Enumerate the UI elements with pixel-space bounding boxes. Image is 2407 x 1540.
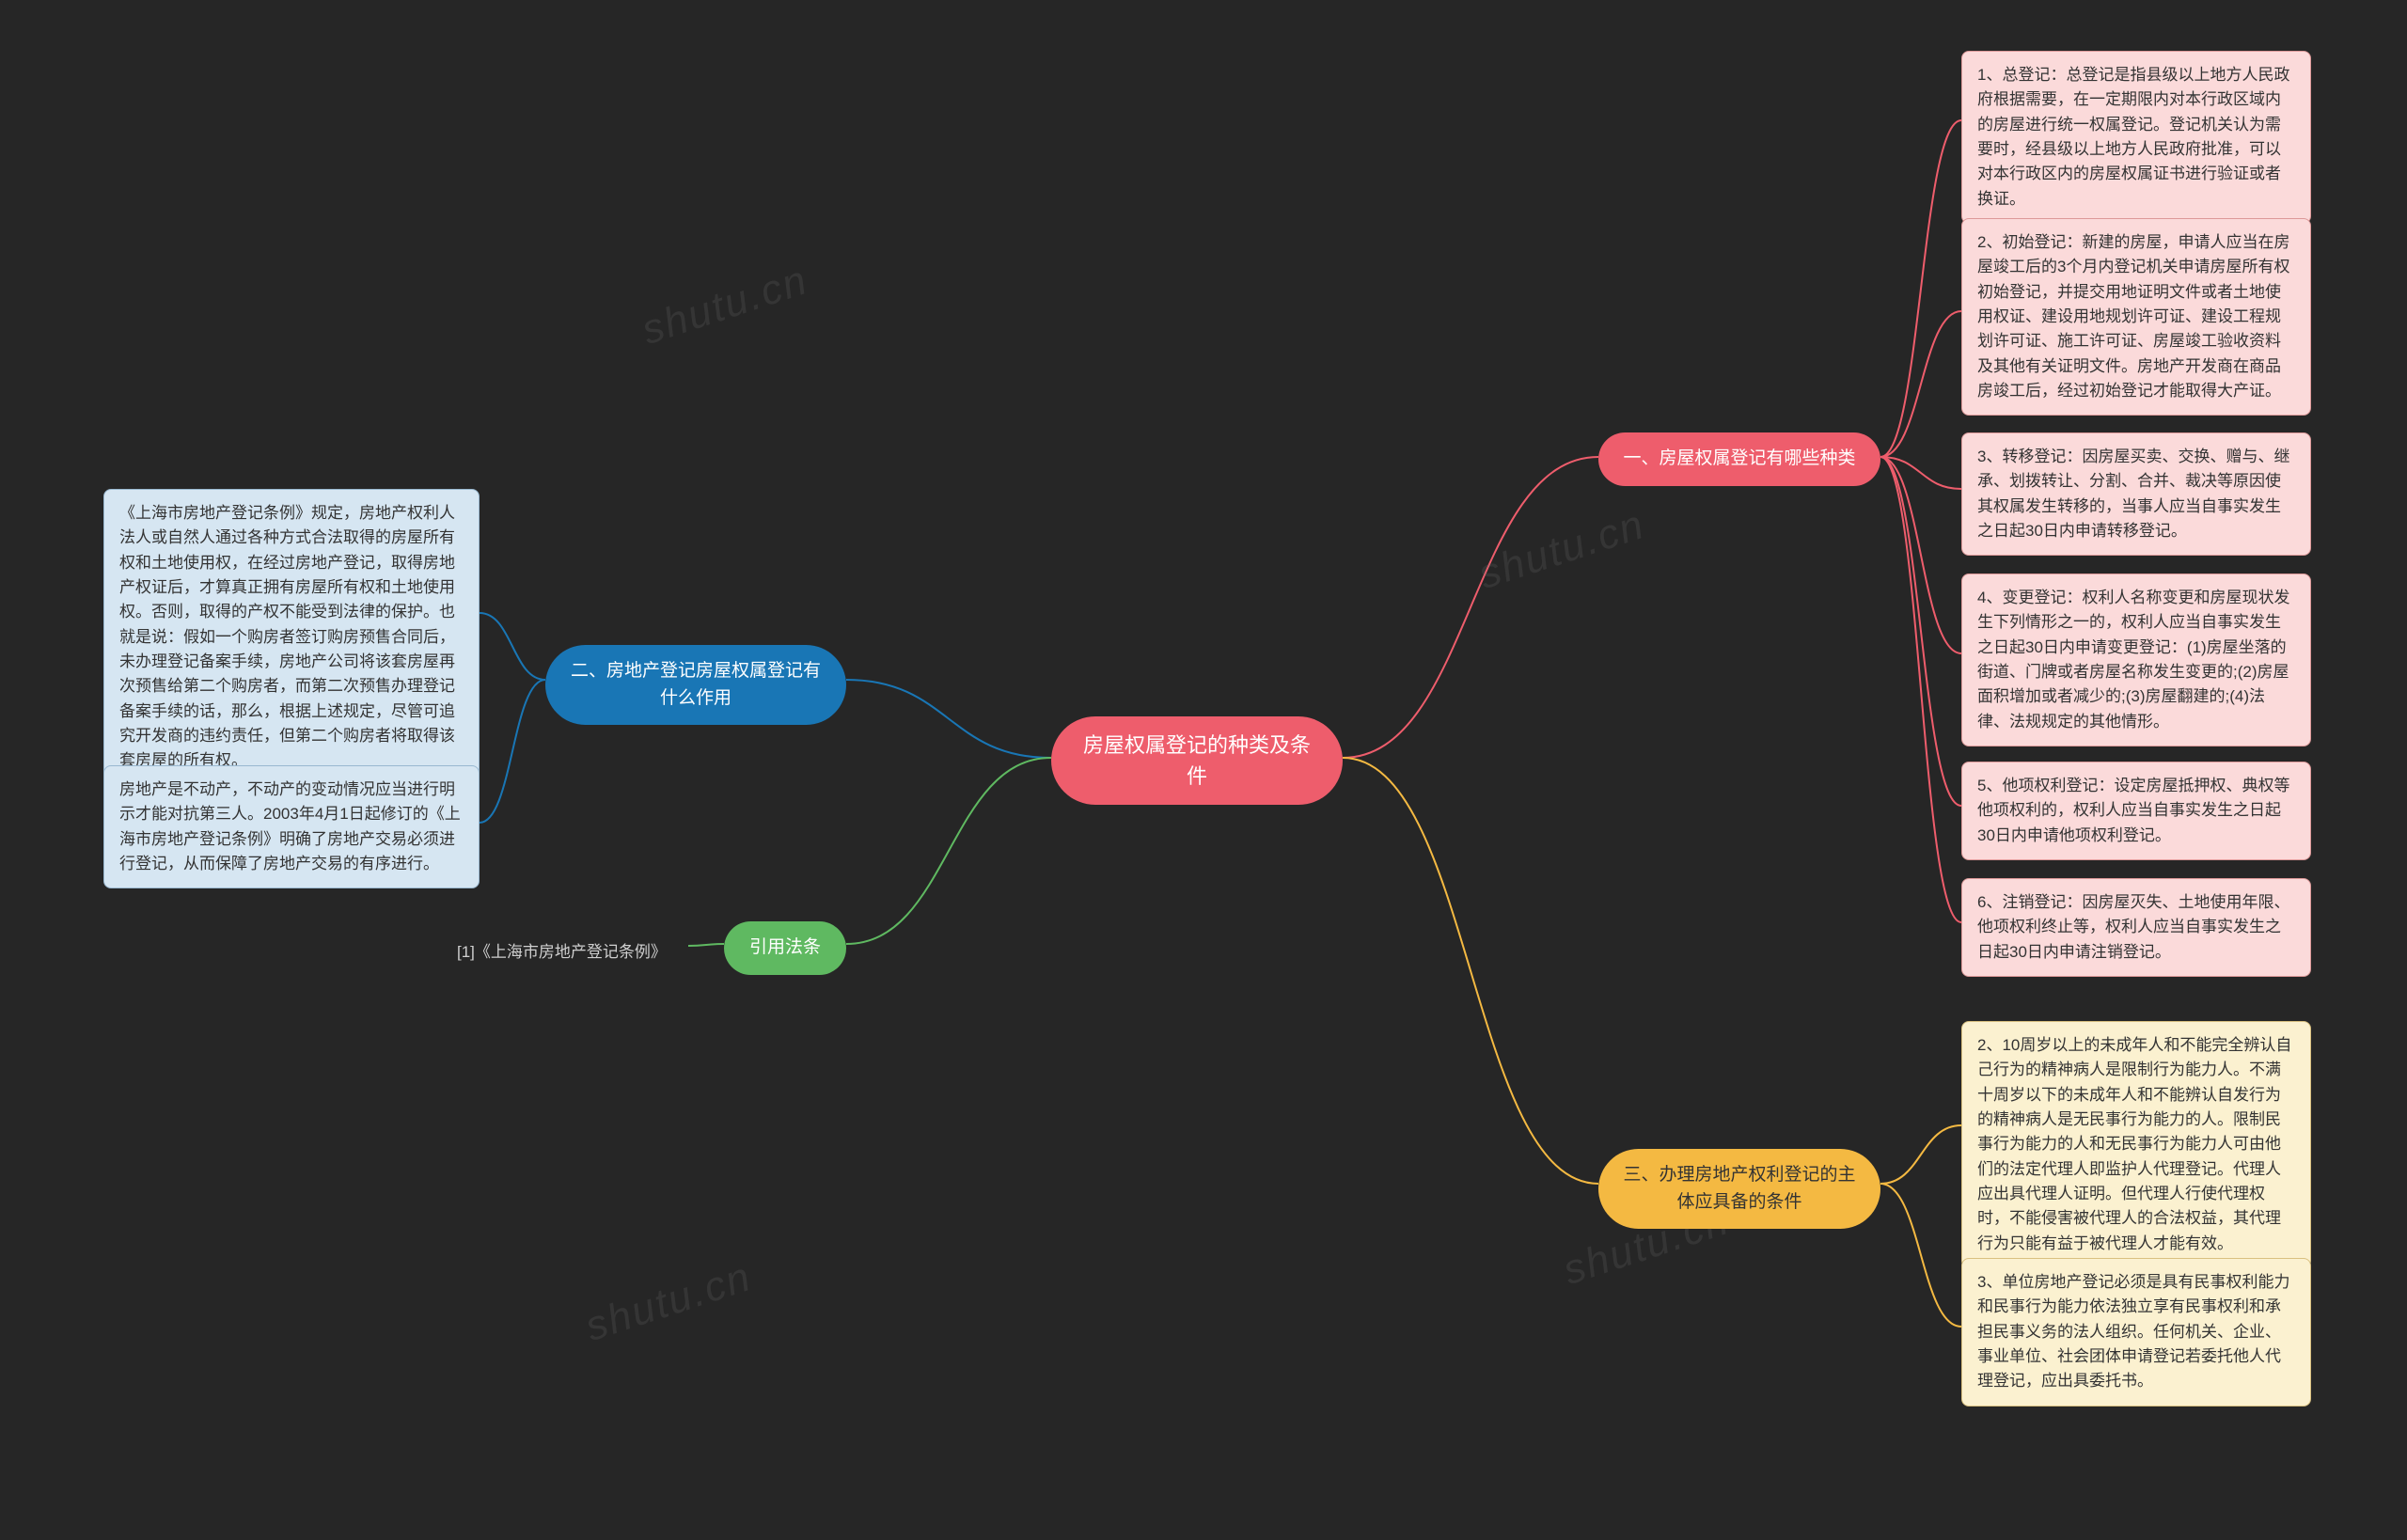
leaf-node: 1、总登记：总登记是指县级以上地方人民政府根据需要，在一定期限内对本行政区域内的… — [1961, 51, 2311, 224]
leaf-node: 5、他项权利登记：设定房屋抵押权、典权等他项权利的，权利人应当自事实发生之日起3… — [1961, 762, 2311, 860]
branch-node: 引用法条 — [724, 921, 846, 975]
branch-node: 三、办理房地产权利登记的主体应具备的条件 — [1598, 1149, 1880, 1229]
leaf-node: 房地产是不动产，不动产的变动情况应当进行明示才能对抗第三人。2003年4月1日起… — [103, 765, 480, 888]
branch-node: 一、房屋权属登记有哪些种类 — [1598, 432, 1880, 486]
leaf-node: 2、10周岁以上的未成年人和不能完全辨认自己行为的精神病人是限制行为能力人。不满… — [1961, 1021, 2311, 1268]
leaf-node: 6、注销登记：因房屋灭失、土地使用年限、他项权利终止等，权利人应当自事实发生之日… — [1961, 878, 2311, 977]
root-node: 房屋权属登记的种类及条件 — [1051, 716, 1343, 805]
leaf-node: 4、变更登记：权利人名称变更和房屋现状发生下列情形之一的，权利人应当自事实发生之… — [1961, 574, 2311, 746]
branch-node: 二、房地产登记房屋权属登记有什么作用 — [545, 645, 846, 725]
leaf-node: 3、单位房地产登记必须是具有民事权利能力和民事行为能力依法独立享有民事权利和承担… — [1961, 1258, 2311, 1406]
leaf-node: 2、初始登记：新建的房屋，申请人应当在房屋竣工后的3个月内登记机关申请房屋所有权… — [1961, 218, 2311, 416]
leaf-node: 3、转移登记：因房屋买卖、交换、赠与、继承、划拨转让、分割、合并、裁决等原因使其… — [1961, 432, 2311, 556]
leaf-node: [1]《上海市房地产登记条例》 — [442, 929, 688, 976]
leaf-node: 《上海市房地产登记条例》规定，房地产权利人法人或自然人通过各种方式合法取得的房屋… — [103, 489, 480, 786]
